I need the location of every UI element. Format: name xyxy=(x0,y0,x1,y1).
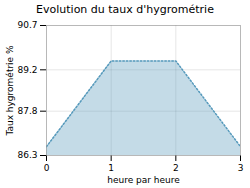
svg-text:heure par heure: heure par heure xyxy=(107,175,180,185)
svg-text:89.2: 89.2 xyxy=(17,65,37,75)
svg-text:Taux hygrométrie %: Taux hygrométrie % xyxy=(5,45,15,137)
svg-text:2: 2 xyxy=(173,163,179,173)
svg-text:90.7: 90.7 xyxy=(17,20,37,30)
svg-text:1: 1 xyxy=(108,163,114,173)
svg-text:3: 3 xyxy=(238,163,244,173)
html-text:Evolution du taux d'hygrométri: Evolution du taux d'hygrométrie xyxy=(36,3,214,16)
svg-text:0: 0 xyxy=(44,163,50,173)
svg-text:87.8: 87.8 xyxy=(17,106,37,116)
svg-text:86.3: 86.3 xyxy=(17,150,37,160)
